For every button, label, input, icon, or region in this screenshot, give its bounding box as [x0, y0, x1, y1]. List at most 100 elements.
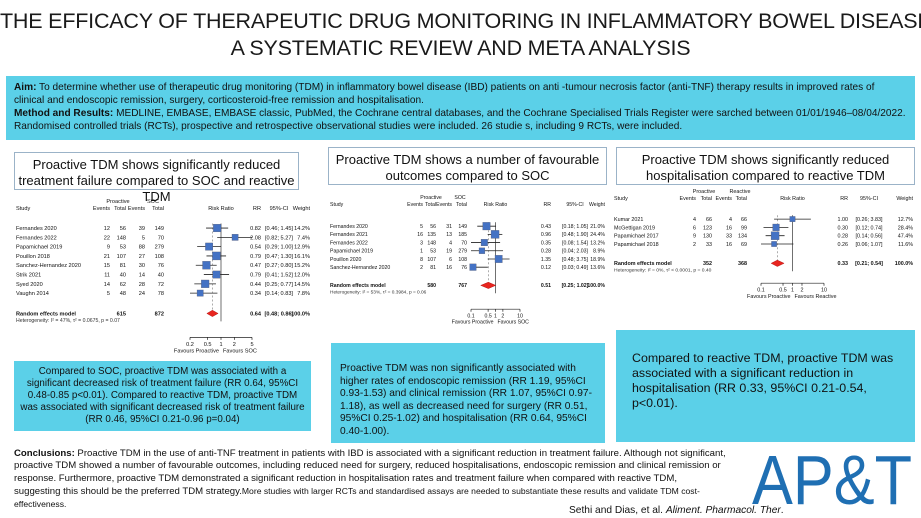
study-rr: 0.96	[541, 232, 551, 238]
pooled-diamond	[206, 310, 219, 317]
study-total-experimental: 56	[430, 224, 436, 230]
study-rr: 0.26	[838, 242, 849, 248]
study-total-experimental: 62	[120, 282, 126, 288]
header-study: Study	[16, 206, 31, 212]
heterogeneity-stats: Heterogeneity: I² = 0%, τ² < 0.0001, p =…	[614, 268, 712, 274]
study-events-experimental: 3	[420, 240, 423, 246]
study-ci: [0.46; 1.45]	[265, 226, 293, 232]
group-label-experimental: Proactive	[420, 195, 442, 201]
forest-plot-surgery: Proactive SOC Study Events Total Events Total R…	[328, 191, 607, 331]
study-weight: 11.6%	[898, 242, 913, 248]
study-point-square	[482, 222, 491, 231]
header-total-experimental: Total	[701, 196, 712, 202]
panel-2-heading: Proactive TDM shows a number of favourab…	[328, 147, 607, 185]
pooled-rr: 0.33	[838, 261, 849, 267]
study-events-control: 27	[139, 254, 145, 260]
header-events-experimental: Events	[680, 196, 697, 202]
study-rr: 0.54	[250, 245, 261, 251]
study-weight: 8.9%	[593, 249, 605, 255]
study-point-square	[196, 289, 204, 297]
heterogeneity-stats: Heterogeneity: I² = 53%, τ² = 0.3984, p …	[330, 290, 427, 296]
study-total-control: 40	[158, 273, 164, 279]
header-total-experimental: Total	[114, 206, 126, 212]
pooled-ci: [0.25; 1.02]	[562, 283, 589, 289]
study-ci: [0.47; 1.30]	[265, 254, 293, 260]
study-point-square	[205, 242, 213, 251]
study-ci: [0.48; 3.75]	[562, 257, 589, 263]
study-events-experimental: 4	[693, 217, 696, 223]
favours-right-label: Favours SOC	[498, 320, 530, 326]
study-point-square	[771, 241, 777, 247]
study-point-square	[772, 223, 780, 231]
x-tick-label: 1	[791, 288, 794, 294]
x-tick-label: 10	[517, 313, 523, 319]
x-tick-label: 0.5	[779, 288, 787, 294]
study-rr: 0.79	[250, 254, 261, 260]
study-ci: [0.82; 5.27]	[265, 235, 293, 241]
study-name: Syed 2020	[16, 282, 43, 288]
apt-logo-lettering: AP&T	[752, 441, 912, 516]
study-total-experimental: 135	[427, 232, 436, 238]
study-total-control: 76	[158, 263, 164, 269]
aim-label: Aim:	[14, 82, 37, 93]
study-point-square	[478, 247, 486, 254]
study-events-control: 31	[446, 224, 452, 230]
study-rr: 0.82	[250, 226, 261, 232]
favours-left-label: Favours Proactive	[747, 294, 790, 298]
study-events-experimental: 5	[107, 291, 110, 297]
pooled-ci: [0.48; 0.86]	[265, 311, 294, 317]
study-name: Kumar 2021	[614, 217, 643, 223]
title-line-2: A SYSTEMATIC REVIEW AND META ANALYSIS	[230, 36, 691, 60]
header-events-control: Events	[716, 196, 733, 202]
x-tick-label: 2	[800, 288, 803, 294]
conclusions-paragraph: Conclusions: Proactive TDM in the use of…	[14, 448, 726, 511]
pooled-total-control: 872	[155, 311, 164, 317]
favours-left-label: Favours Proactive	[174, 349, 219, 353]
study-name: Fernandes 2021	[330, 232, 368, 238]
pooled-total-experimental: 615	[117, 311, 126, 317]
study-events-experimental: 16	[417, 232, 423, 238]
study-total-control: 134	[738, 234, 747, 240]
study-rr: 1.00	[838, 217, 849, 223]
pooled-total-control: 767	[458, 283, 467, 289]
study-total-experimental: 148	[117, 235, 126, 241]
study-name: Pouillon 2020	[330, 257, 362, 263]
study-total-experimental: 40	[120, 273, 126, 279]
study-events-control: 24	[139, 291, 145, 297]
study-ci: [0.06; 1.07]	[856, 242, 883, 248]
study-events-control: 6	[449, 257, 452, 263]
study-events-control: 30	[139, 263, 145, 269]
study-rr: 0.28	[541, 249, 551, 255]
study-name: Papamichael 2019	[16, 245, 62, 251]
study-name: Fernandes 2022	[330, 240, 368, 246]
study-weight: 28.4%	[898, 225, 913, 231]
study-total-experimental: 53	[430, 249, 436, 255]
panel-3-summary: Compared to reactive TDM, proactive TDM …	[616, 330, 915, 442]
forest-plot-hospitalisation: Proactive Reactive Study Events Total Events T…	[611, 186, 915, 298]
study-total-control: 78	[158, 291, 164, 297]
study-events-experimental: 2	[693, 242, 696, 248]
panel-3-heading: Proactive TDM shows significantly reduce…	[616, 147, 915, 185]
study-total-experimental: 107	[427, 257, 436, 263]
header-weight: Weight	[896, 196, 913, 202]
study-name: McGettigan 2019	[614, 225, 655, 231]
header-total-control: Total	[736, 196, 747, 202]
pooled-total-experimental: 352	[703, 261, 712, 267]
study-events-control: 28	[139, 282, 145, 288]
header-study: Study	[614, 196, 628, 202]
methods-text: MEDLINE, EMBASE, EMBASE classic, PubMed,…	[14, 108, 906, 132]
study-events-experimental: 22	[104, 235, 110, 241]
study-total-experimental: 33	[706, 242, 712, 248]
study-events-control: 19	[446, 249, 452, 255]
header-risk-ratio: Risk Ratio	[208, 206, 234, 212]
header-rr: RR	[840, 196, 848, 202]
study-total-experimental: 123	[703, 225, 712, 231]
title-line-1: THE EFFICACY OF THERAPEUTIC DRUG MONITOR…	[0, 9, 921, 33]
header-ci: 95%-CI	[860, 196, 878, 202]
study-ci: [0.26; 3.83]	[856, 217, 883, 223]
study-weight: 18.9%	[590, 257, 605, 263]
pooled-total-experimental: 580	[427, 283, 436, 289]
x-tick-label: 1	[219, 342, 222, 348]
study-events-control: 16	[726, 225, 732, 231]
